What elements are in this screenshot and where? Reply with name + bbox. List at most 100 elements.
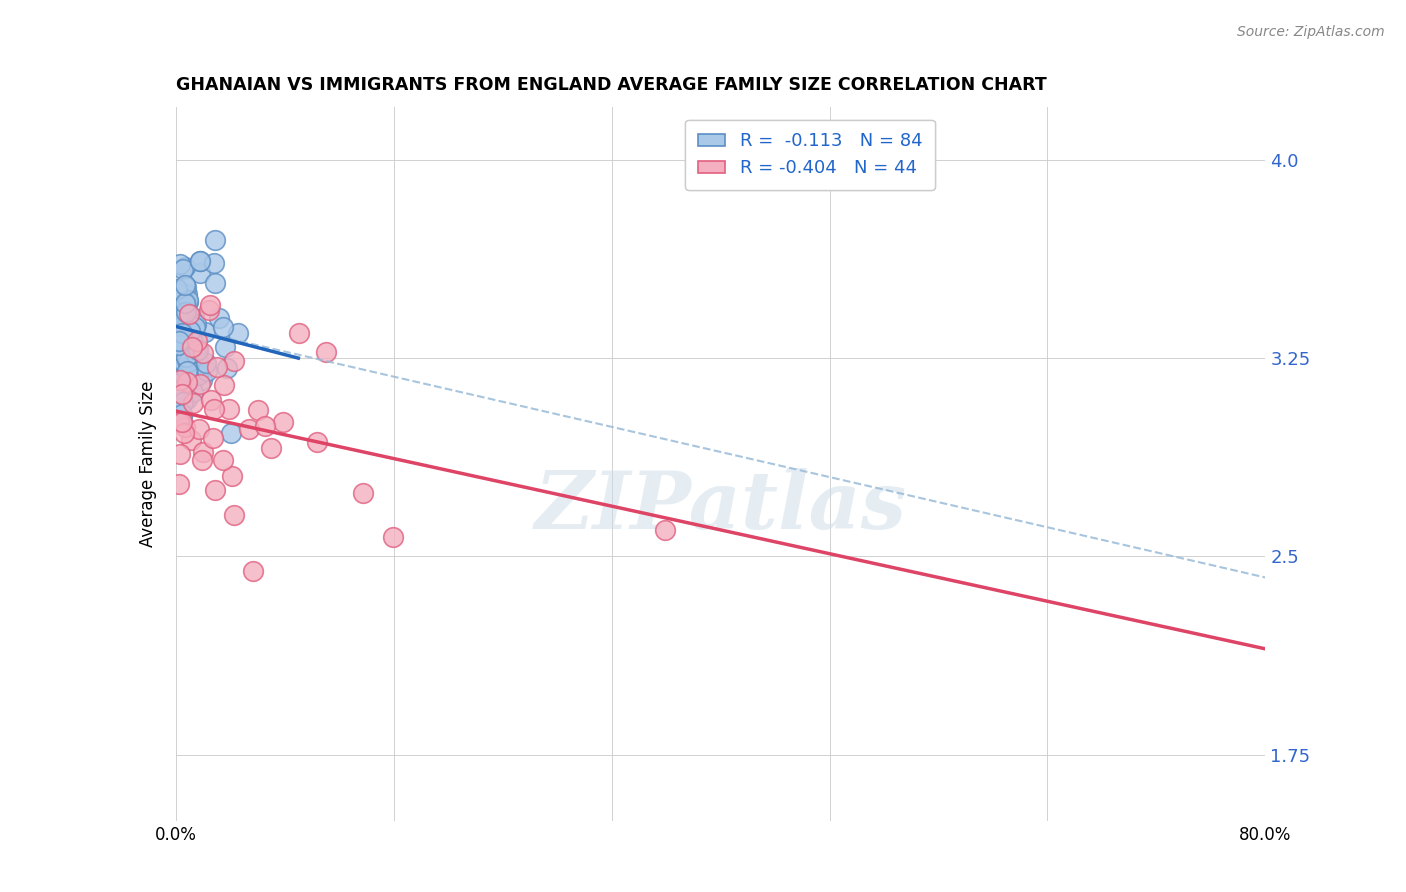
Point [169, 257, 191, 271]
Point [176, 336, 198, 351]
Point [166, 351, 188, 366]
Point [170, 312, 193, 326]
Point [169, 308, 191, 322]
Point [177, 355, 200, 369]
Point [166, 309, 188, 323]
Point [173, 295, 195, 310]
Point [174, 279, 197, 293]
Point [176, 364, 198, 378]
Point [187, 351, 209, 366]
Point [183, 368, 205, 383]
Point [176, 287, 198, 301]
Point [218, 402, 240, 417]
Point [174, 326, 197, 341]
Point [169, 447, 191, 461]
Point [654, 524, 676, 538]
Point [173, 305, 195, 319]
Point [169, 356, 191, 370]
Point [315, 345, 337, 359]
Point [190, 266, 212, 280]
Point [173, 426, 195, 441]
Point [166, 374, 188, 388]
Point [174, 260, 197, 274]
Point [187, 343, 209, 357]
Point [176, 353, 198, 368]
Point [226, 326, 249, 340]
Point [173, 321, 195, 335]
Point [169, 373, 191, 387]
Text: Source: ZipAtlas.com: Source: ZipAtlas.com [1237, 25, 1385, 39]
Point [166, 282, 188, 296]
Point [169, 477, 191, 491]
Point [181, 384, 204, 399]
Point [191, 373, 214, 387]
Point [352, 486, 374, 500]
Point [172, 318, 194, 333]
Point [180, 329, 202, 343]
Point [198, 298, 221, 312]
Point [179, 307, 201, 321]
Point [215, 360, 238, 375]
Point [204, 233, 226, 247]
Point [172, 326, 194, 340]
Point [222, 354, 245, 368]
Point [167, 343, 190, 357]
Point [179, 341, 201, 355]
Point [191, 345, 214, 359]
Point [167, 286, 190, 301]
Point [172, 301, 194, 315]
Point [170, 415, 193, 429]
Point [186, 334, 208, 348]
Point [176, 376, 198, 390]
Point [170, 340, 193, 354]
Point [271, 416, 294, 430]
Point [176, 392, 198, 407]
Point [204, 277, 226, 291]
Point [177, 330, 200, 344]
Point [166, 294, 188, 309]
Text: ZIPatlas: ZIPatlas [534, 468, 907, 545]
Point [167, 376, 190, 390]
Point [174, 351, 197, 365]
Point [166, 320, 188, 334]
Point [214, 341, 236, 355]
Point [186, 349, 208, 363]
Point [172, 305, 194, 319]
Point [174, 310, 197, 325]
Point [183, 310, 205, 325]
Point [246, 403, 269, 417]
Point [167, 334, 190, 348]
Point [238, 422, 260, 436]
Point [212, 319, 235, 334]
Point [177, 343, 200, 358]
Point [169, 385, 191, 400]
Point [170, 347, 193, 361]
Legend: R =  -0.113   N = 84, R = -0.404   N = 44: R = -0.113 N = 84, R = -0.404 N = 44 [686, 120, 935, 190]
Text: GHANAIAN VS IMMIGRANTS FROM ENGLAND AVERAGE FAMILY SIZE CORRELATION CHART: GHANAIAN VS IMMIGRANTS FROM ENGLAND AVER… [176, 77, 1046, 95]
Point [191, 453, 214, 467]
Point [211, 453, 233, 467]
Point [204, 483, 226, 498]
Point [183, 320, 205, 334]
Point [221, 469, 243, 483]
Point [188, 377, 211, 392]
Point [183, 396, 205, 410]
Point [288, 326, 311, 341]
Point [204, 402, 226, 417]
Point [174, 278, 197, 293]
Point [174, 305, 197, 319]
Point [179, 325, 201, 339]
Point [212, 378, 235, 392]
Point [307, 434, 329, 449]
Y-axis label: Average Family Size: Average Family Size [139, 381, 157, 547]
Point [172, 262, 194, 277]
Point [205, 360, 228, 375]
Point [222, 508, 245, 523]
Point [173, 420, 195, 434]
Point [173, 298, 195, 312]
Point [200, 393, 222, 408]
Point [201, 431, 224, 445]
Point [187, 422, 209, 436]
Point [204, 256, 226, 270]
Point [177, 294, 200, 309]
